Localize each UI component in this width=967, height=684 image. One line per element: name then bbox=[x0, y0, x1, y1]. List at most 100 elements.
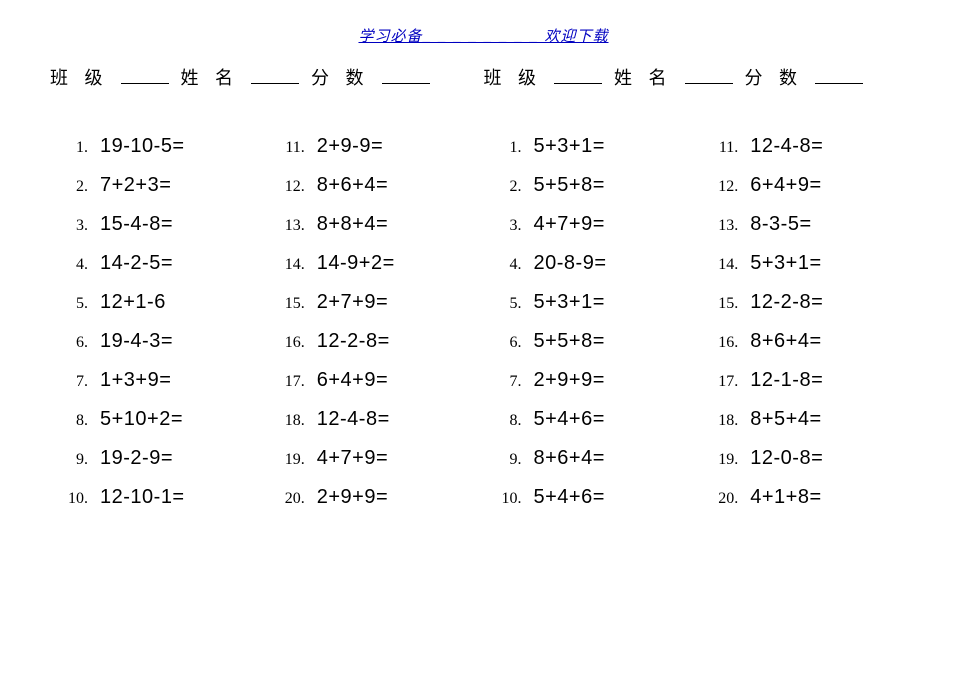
problem-row: 18.12-4-8= bbox=[267, 408, 484, 447]
name-blank bbox=[251, 65, 299, 84]
problem-equation: 12-4-8= bbox=[750, 135, 823, 158]
problem-number: 10. bbox=[50, 490, 100, 508]
problem-row: 4.20-8-9= bbox=[484, 252, 701, 291]
problem-number: 8. bbox=[50, 412, 100, 430]
problem-row: 17.6+4+9= bbox=[267, 369, 484, 408]
problem-number: 12. bbox=[267, 178, 317, 196]
problem-row: 20.4+1+8= bbox=[700, 486, 917, 525]
problem-row: 2.7+2+3= bbox=[50, 174, 267, 213]
class-blank bbox=[121, 65, 169, 84]
problem-equation: 2+9-9= bbox=[317, 135, 383, 158]
name-label: 姓 名 bbox=[181, 64, 240, 90]
problem-number: 10. bbox=[484, 490, 534, 508]
problem-row: 7.2+9+9= bbox=[484, 369, 701, 408]
problem-row: 3.4+7+9= bbox=[484, 213, 701, 252]
problem-number: 2. bbox=[484, 178, 534, 196]
top-link-right[interactable]: 欢迎下载 bbox=[545, 29, 609, 46]
problem-number: 19. bbox=[700, 451, 750, 469]
name-blank bbox=[685, 65, 733, 84]
problem-equation: 14-2-5= bbox=[100, 252, 173, 275]
problem-number: 15. bbox=[700, 295, 750, 313]
problem-equation: 5+10+2= bbox=[100, 408, 183, 431]
problem-number: 17. bbox=[700, 373, 750, 391]
problem-equation: 2+7+9= bbox=[317, 291, 388, 314]
problem-row: 11.12-4-8= bbox=[700, 135, 917, 174]
problem-equation: 5+3+1= bbox=[534, 135, 605, 158]
problem-number: 5. bbox=[484, 295, 534, 313]
problem-equation: 12+1-6 bbox=[100, 291, 166, 314]
problem-equation: 12-4-8= bbox=[317, 408, 390, 431]
problem-equation: 8+5+4= bbox=[750, 408, 821, 431]
problem-equation: 12-2-8= bbox=[750, 291, 823, 314]
problem-number: 1. bbox=[50, 139, 100, 157]
class-label: 班 级 bbox=[50, 64, 109, 90]
problem-equation: 5+4+6= bbox=[534, 408, 605, 431]
problem-column: 11.2+9-9=12.8+6+4=13.8+8+4=14.14-9+2=15.… bbox=[267, 135, 484, 525]
top-link-bar: 学习必备_ _ _ _ _ _ _ _ 欢迎下载 bbox=[50, 25, 917, 46]
problem-row: 4.14-2-5= bbox=[50, 252, 267, 291]
class-blank bbox=[554, 65, 602, 84]
problem-row: 11.2+9-9= bbox=[267, 135, 484, 174]
problem-number: 19. bbox=[267, 451, 317, 469]
header-right: 班 级 姓 名 分 数 bbox=[484, 64, 918, 90]
problem-row: 13.8-3-5= bbox=[700, 213, 917, 252]
problem-equation: 19-4-3= bbox=[100, 330, 173, 353]
problem-row: 5.12+1-6 bbox=[50, 291, 267, 330]
problem-row: 9.8+6+4= bbox=[484, 447, 701, 486]
top-link-dashes: _ _ _ _ _ _ _ _ bbox=[423, 29, 545, 46]
problem-row: 6.19-4-3= bbox=[50, 330, 267, 369]
problem-equation: 2+9+9= bbox=[534, 369, 605, 392]
problem-number: 13. bbox=[700, 217, 750, 235]
problem-equation: 6+4+9= bbox=[317, 369, 388, 392]
problem-number: 6. bbox=[50, 334, 100, 352]
problem-column: 1.19-10-5=2.7+2+3=3.15-4-8=4.14-2-5=5.12… bbox=[50, 135, 267, 525]
problem-row: 2.5+5+8= bbox=[484, 174, 701, 213]
problem-column: 1.5+3+1=2.5+5+8=3.4+7+9=4.20-8-9=5.5+3+1… bbox=[484, 135, 701, 525]
problem-number: 3. bbox=[50, 217, 100, 235]
problem-equation: 12-2-8= bbox=[317, 330, 390, 353]
problem-number: 6. bbox=[484, 334, 534, 352]
problem-row: 19.12-0-8= bbox=[700, 447, 917, 486]
problem-row: 8.5+10+2= bbox=[50, 408, 267, 447]
header-left: 班 级 姓 名 分 数 bbox=[50, 64, 484, 90]
problem-row: 16.8+6+4= bbox=[700, 330, 917, 369]
problem-equation: 15-4-8= bbox=[100, 213, 173, 236]
score-label: 分 数 bbox=[745, 64, 804, 90]
problem-row: 15.12-2-8= bbox=[700, 291, 917, 330]
problem-row: 8.5+4+6= bbox=[484, 408, 701, 447]
problem-equation: 12-1-8= bbox=[750, 369, 823, 392]
score-label: 分 数 bbox=[311, 64, 370, 90]
problem-number: 18. bbox=[700, 412, 750, 430]
problem-row: 1.5+3+1= bbox=[484, 135, 701, 174]
problem-number: 14. bbox=[267, 256, 317, 274]
problem-row: 7.1+3+9= bbox=[50, 369, 267, 408]
problem-number: 7. bbox=[50, 373, 100, 391]
problem-number: 16. bbox=[700, 334, 750, 352]
problem-equation: 8-3-5= bbox=[750, 213, 811, 236]
score-blank bbox=[382, 65, 430, 84]
problem-number: 13. bbox=[267, 217, 317, 235]
problem-column: 11.12-4-8=12.6+4+9=13.8-3-5=14.5+3+1=15.… bbox=[700, 135, 917, 525]
problem-number: 12. bbox=[700, 178, 750, 196]
problem-equation: 8+6+4= bbox=[534, 447, 605, 470]
problem-row: 3.15-4-8= bbox=[50, 213, 267, 252]
problem-equation: 5+3+1= bbox=[750, 252, 821, 275]
problem-row: 20.2+9+9= bbox=[267, 486, 484, 525]
problem-number: 9. bbox=[50, 451, 100, 469]
problem-equation: 5+5+8= bbox=[534, 330, 605, 353]
problem-row: 17.12-1-8= bbox=[700, 369, 917, 408]
problem-number: 3. bbox=[484, 217, 534, 235]
problem-number: 18. bbox=[267, 412, 317, 430]
problem-number: 16. bbox=[267, 334, 317, 352]
worksheet-page: 学习必备_ _ _ _ _ _ _ _ 欢迎下载 班 级 姓 名 分 数 班 级… bbox=[0, 0, 967, 525]
problem-equation: 8+6+4= bbox=[317, 174, 388, 197]
problem-row: 15.2+7+9= bbox=[267, 291, 484, 330]
top-link-left[interactable]: 学习必备 bbox=[358, 29, 422, 46]
problem-equation: 4+7+9= bbox=[317, 447, 388, 470]
problem-number: 17. bbox=[267, 373, 317, 391]
score-blank bbox=[815, 65, 863, 84]
problem-row: 6.5+5+8= bbox=[484, 330, 701, 369]
problem-row: 5.5+3+1= bbox=[484, 291, 701, 330]
problem-equation: 12-0-8= bbox=[750, 447, 823, 470]
problem-number: 1. bbox=[484, 139, 534, 157]
